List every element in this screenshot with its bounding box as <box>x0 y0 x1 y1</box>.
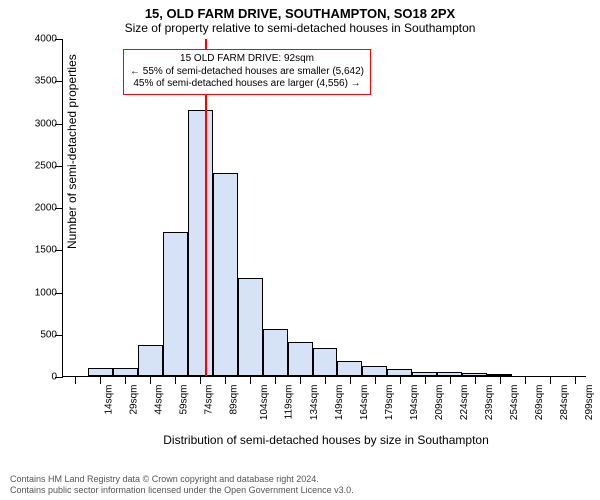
x-tick <box>425 376 426 384</box>
x-tick <box>500 376 501 384</box>
x-tick-label: 164sqm <box>359 385 370 421</box>
histogram-bar <box>163 232 188 376</box>
x-tick-label: 269sqm <box>534 385 545 421</box>
x-tick-label: 74sqm <box>204 385 215 415</box>
x-tick-label: 14sqm <box>104 385 115 415</box>
footer-line: Contains public sector information licen… <box>10 485 590 496</box>
x-tick <box>575 376 576 384</box>
x-tick <box>375 376 376 384</box>
x-tick-label: 44sqm <box>154 385 165 415</box>
x-axis-label: Distribution of semi-detached houses by … <box>62 433 590 447</box>
histogram-bar <box>188 110 213 376</box>
histogram-bar <box>387 369 412 376</box>
histogram-bar <box>238 278 263 376</box>
y-tick-label: 3500 <box>19 76 57 87</box>
x-tick <box>400 376 401 384</box>
x-tick-label: 299sqm <box>584 385 595 421</box>
page-title: 15, OLD FARM DRIVE, SOUTHAMPTON, SO18 2P… <box>0 0 600 21</box>
x-tick-label: 149sqm <box>334 385 345 421</box>
x-tick-label: 59sqm <box>179 385 190 415</box>
histogram-bar <box>113 368 138 376</box>
histogram-bar <box>362 366 387 376</box>
x-tick-label: 179sqm <box>384 385 395 421</box>
x-tick-label: 104sqm <box>259 385 270 421</box>
x-tick <box>250 376 251 384</box>
annotation-line: 45% of semi-detached houses are larger (… <box>130 78 364 91</box>
y-tick-label: 3000 <box>19 118 57 129</box>
footer-attribution: Contains HM Land Registry data © Crown c… <box>10 474 590 496</box>
annotation-line: ← 55% of semi-detached houses are smalle… <box>130 66 364 79</box>
page-subtitle: Size of property relative to semi-detach… <box>0 21 600 39</box>
x-tick <box>100 376 101 384</box>
x-tick <box>125 376 126 384</box>
x-tick <box>200 376 201 384</box>
x-tick <box>550 376 551 384</box>
x-tick-label: 254sqm <box>509 385 520 421</box>
x-tick-label: 89sqm <box>229 385 240 415</box>
x-tick-label: 134sqm <box>309 385 320 421</box>
histogram-bar <box>313 348 338 376</box>
annotation-box: 15 OLD FARM DRIVE: 92sqm ← 55% of semi-d… <box>123 49 371 95</box>
x-tick-label: 119sqm <box>283 385 294 420</box>
x-tick <box>150 376 151 384</box>
x-tick-label: 239sqm <box>484 385 495 421</box>
x-tick-label: 284sqm <box>559 385 570 421</box>
x-tick <box>325 376 326 384</box>
x-tick <box>175 376 176 384</box>
histogram-bar <box>288 342 313 376</box>
x-tick <box>75 376 76 384</box>
x-tick <box>300 376 301 384</box>
x-tick <box>275 376 276 384</box>
y-tick-label: 500 <box>19 329 57 340</box>
x-tick <box>350 376 351 384</box>
y-tick-label: 2500 <box>19 160 57 171</box>
histogram-chart: Number of semi-detached properties 05001… <box>62 39 590 399</box>
y-tick-label: 2000 <box>19 203 57 214</box>
y-tick-label: 1500 <box>19 245 57 256</box>
footer-line: Contains HM Land Registry data © Crown c… <box>10 474 590 485</box>
histogram-bar <box>88 368 113 376</box>
x-tick-label: 224sqm <box>459 385 470 421</box>
x-tick <box>525 376 526 384</box>
x-tick <box>475 376 476 384</box>
x-tick-label: 209sqm <box>434 385 445 421</box>
x-tick <box>450 376 451 384</box>
histogram-bar <box>263 329 288 376</box>
annotation-line: 15 OLD FARM DRIVE: 92sqm <box>130 53 364 66</box>
x-tick <box>225 376 226 384</box>
histogram-bar <box>337 361 362 376</box>
y-tick-label: 4000 <box>19 34 57 45</box>
histogram-bar <box>138 345 163 376</box>
histogram-bar <box>213 173 238 376</box>
plot-area: 0500100015002000250030003500400014sqm29s… <box>62 39 586 377</box>
x-tick-label: 194sqm <box>409 385 420 421</box>
y-tick-label: 0 <box>19 372 57 383</box>
y-tick-label: 1000 <box>19 287 57 298</box>
x-tick-label: 29sqm <box>129 385 140 415</box>
